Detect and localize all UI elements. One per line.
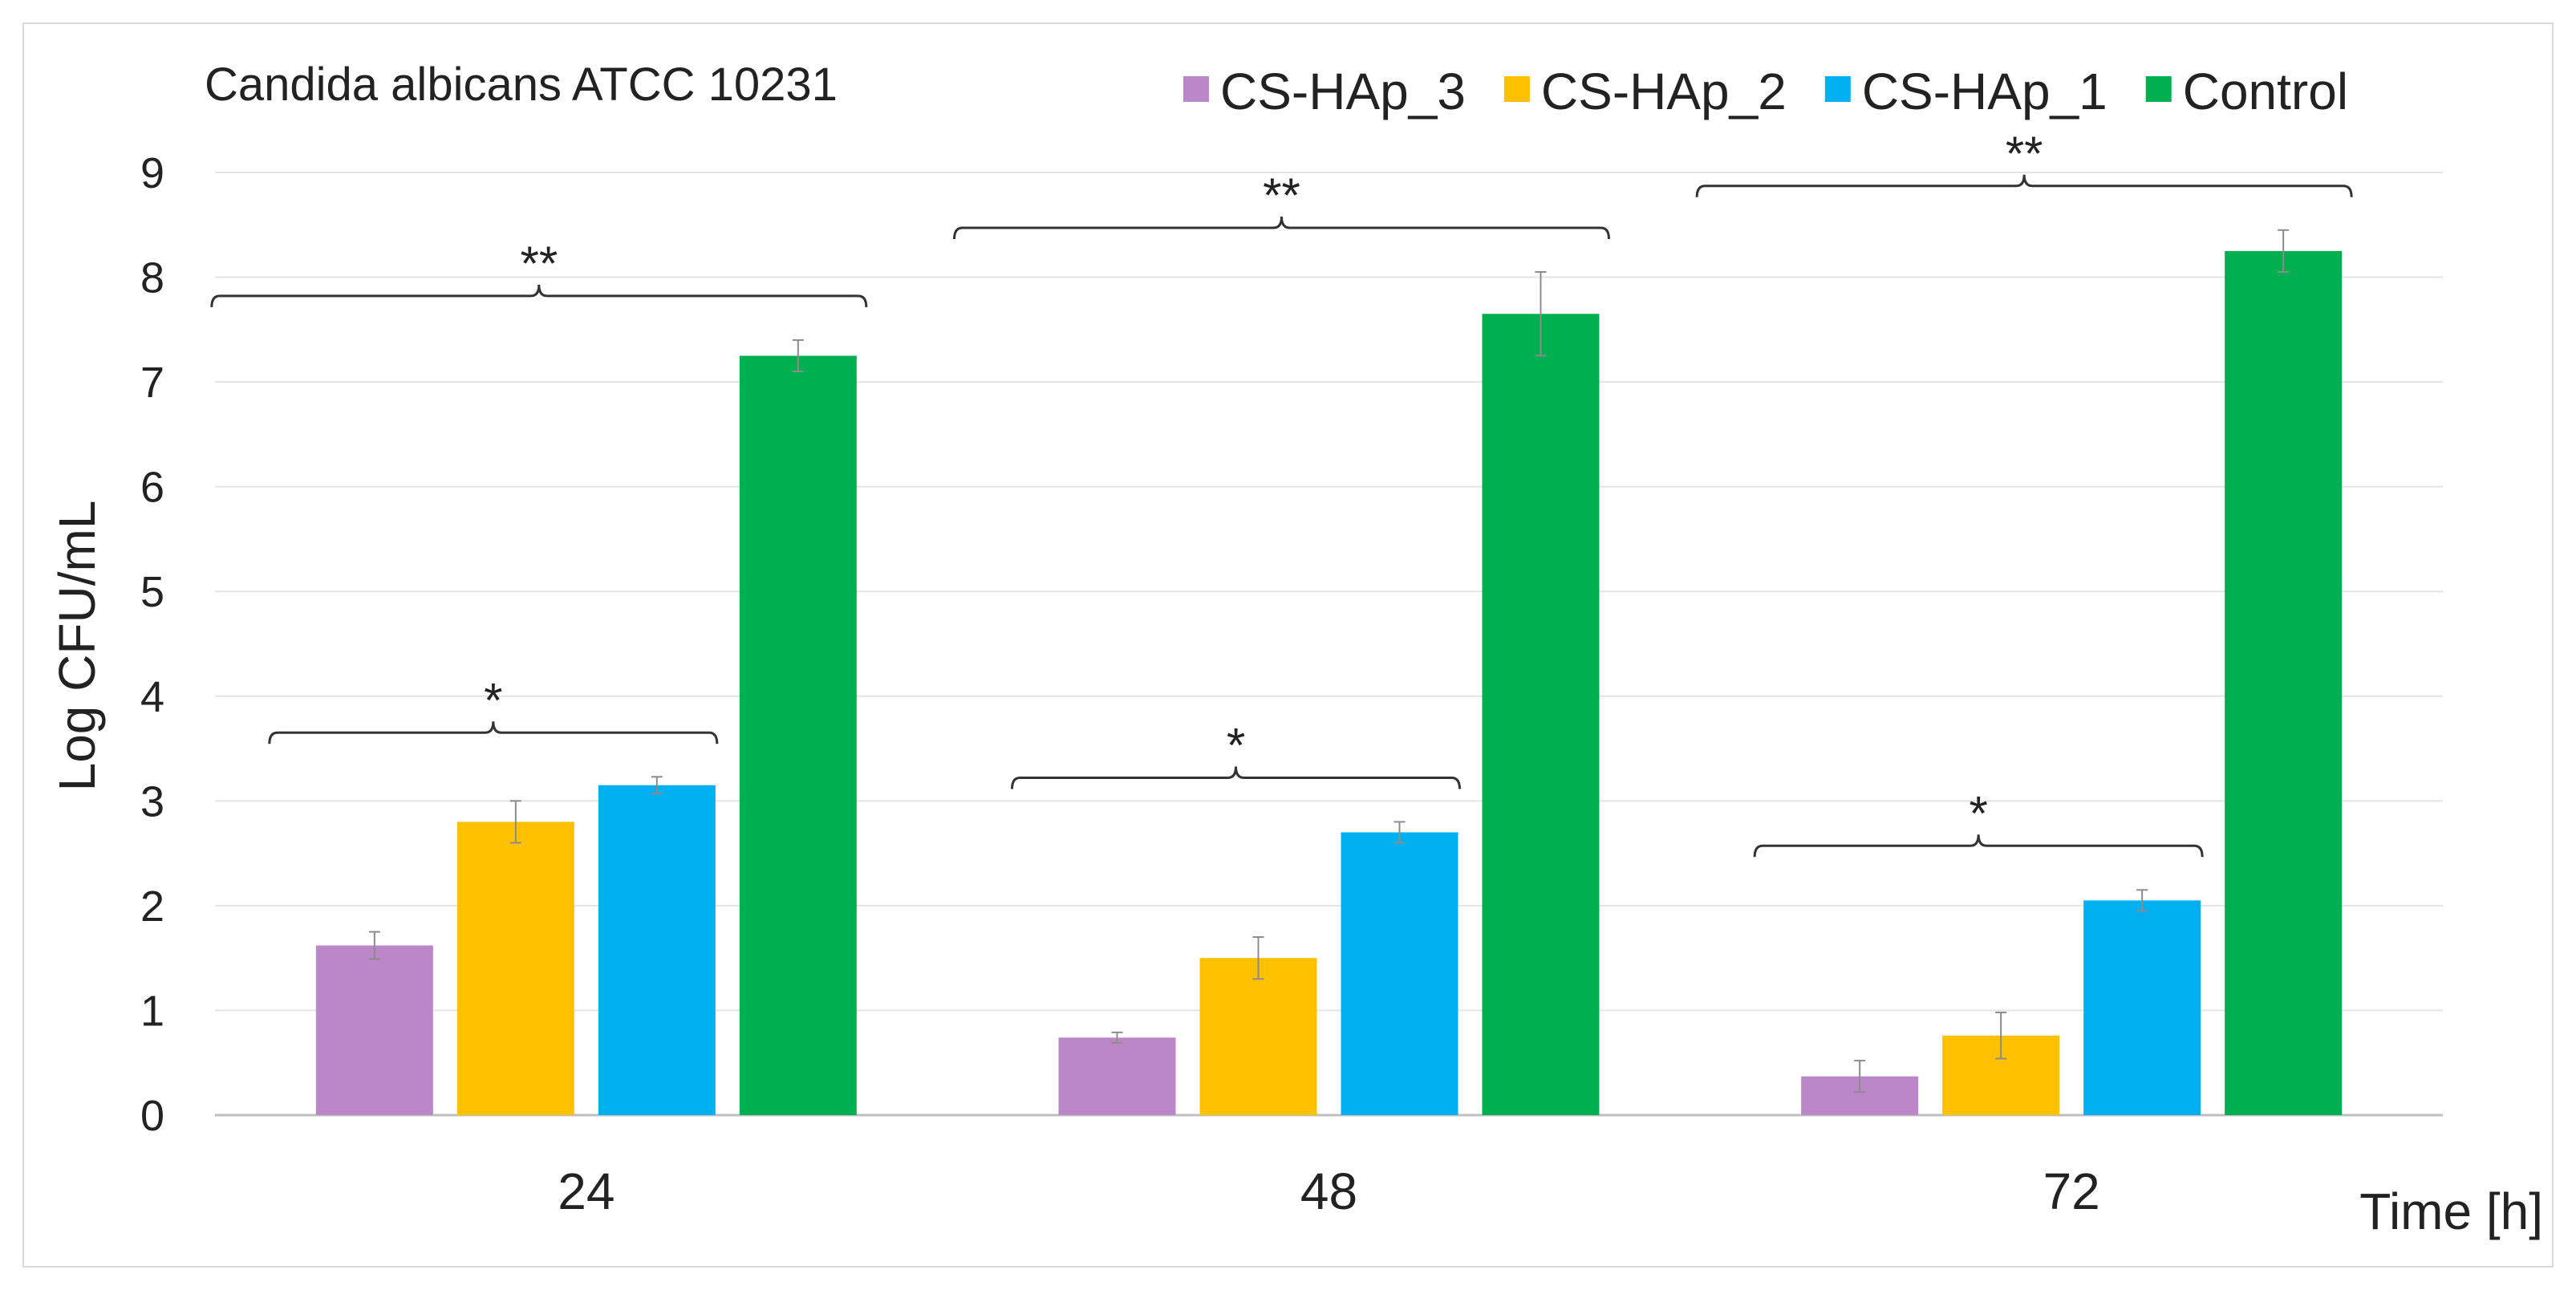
legend-swatch xyxy=(2145,76,2172,102)
legend: CS-HAp_3 CS-HAp_2 CS-HAp_1 Control xyxy=(1183,63,2348,120)
x-tick-label: 24 xyxy=(558,1162,615,1220)
y-tick-label: 5 xyxy=(140,568,164,616)
significance-annotations: ********* xyxy=(210,127,2353,858)
bar xyxy=(1482,314,1600,1115)
error-bars xyxy=(368,229,2290,1093)
legend-swatch xyxy=(1503,76,1530,102)
y-tick-label: 7 xyxy=(140,359,164,407)
bar xyxy=(2083,900,2201,1115)
y-axis-label: Log CFU/mL xyxy=(48,501,106,792)
significance-label: ** xyxy=(2006,127,2043,181)
bar xyxy=(315,945,433,1115)
legend-label: CS-HAp_3 xyxy=(1220,63,1466,120)
y-tick-label: 9 xyxy=(140,149,164,197)
significance-bracket xyxy=(1753,834,2204,858)
gridlines xyxy=(215,172,2443,1117)
bar xyxy=(2225,250,2343,1116)
y-tick-label: 8 xyxy=(140,254,164,302)
chart-title: Candida albicans ATCC 10231 xyxy=(205,59,838,111)
significance-label: ** xyxy=(1263,168,1300,222)
significance-label: ** xyxy=(520,237,558,290)
significance-label: * xyxy=(1227,718,1245,772)
x-tick-label: 72 xyxy=(2043,1162,2100,1220)
bar xyxy=(1341,832,1458,1115)
bars xyxy=(315,250,2343,1116)
x-axis-label: Time [h] xyxy=(2359,1182,2543,1240)
x-tick-label: 48 xyxy=(1300,1162,1357,1220)
bar xyxy=(1199,958,1317,1115)
legend-swatch xyxy=(1183,76,1209,102)
y-tick-label: 6 xyxy=(140,464,164,512)
bar xyxy=(456,821,574,1115)
y-tick-label: 1 xyxy=(140,987,164,1035)
bar xyxy=(598,785,716,1115)
bar xyxy=(1058,1037,1176,1115)
significance-bracket xyxy=(210,284,868,307)
axis-ticks: 0 1 2 3 4 5 6 7 8 9 24 48 72 xyxy=(140,149,2100,1220)
legend-label: CS-HAp_1 xyxy=(1862,63,2107,120)
legend-label: Control xyxy=(2183,63,2348,120)
bar xyxy=(739,355,857,1115)
y-tick-label: 0 xyxy=(140,1092,164,1140)
significance-label: * xyxy=(484,673,502,727)
y-tick-label: 3 xyxy=(140,777,164,826)
significance-bracket xyxy=(268,721,719,744)
y-tick-label: 2 xyxy=(140,882,164,931)
significance-bracket xyxy=(1695,174,2353,197)
y-tick-label: 4 xyxy=(140,673,164,721)
significance-bracket xyxy=(953,216,1610,240)
significance-label: * xyxy=(1969,786,1987,840)
legend-label: CS-HAp_2 xyxy=(1541,63,1787,120)
legend-swatch xyxy=(1824,76,1851,102)
